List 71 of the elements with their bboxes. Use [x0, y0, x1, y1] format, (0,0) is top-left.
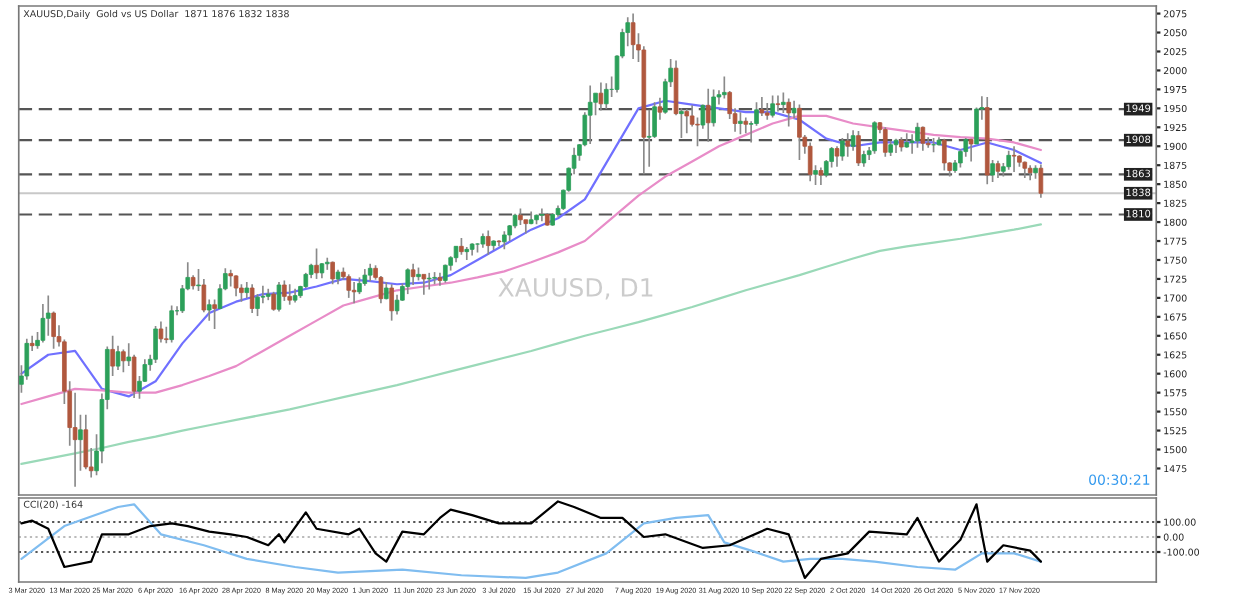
candlestick — [705, 87, 711, 143]
candlestick — [330, 260, 335, 286]
candlestick — [845, 132, 851, 158]
candlestick — [759, 96, 765, 117]
candlestick — [45, 294, 51, 337]
candlestick — [40, 303, 46, 344]
candlestick — [212, 298, 217, 330]
candlestick — [255, 293, 260, 317]
candlestick — [850, 129, 856, 152]
candlestick — [282, 279, 287, 302]
candlestick — [276, 281, 282, 313]
candlestick — [915, 121, 920, 149]
candlestick — [115, 344, 121, 371]
candlestick — [158, 320, 164, 344]
candlestick — [807, 141, 813, 182]
candlestick — [485, 229, 491, 256]
candlestick — [389, 283, 394, 322]
candlestick — [786, 97, 792, 128]
candlestick — [110, 334, 115, 377]
candlestick — [587, 84, 593, 145]
candlestick — [1006, 149, 1011, 171]
candlestick — [1011, 145, 1017, 173]
candlestick — [153, 325, 158, 364]
candlestick — [249, 283, 255, 314]
candlestick — [464, 246, 470, 261]
candlestick — [287, 283, 293, 306]
candlestick — [738, 111, 743, 135]
candlestick — [78, 413, 83, 472]
candlestick — [351, 281, 357, 305]
candlestick — [920, 125, 926, 152]
candlestick — [770, 94, 775, 119]
candlestick — [764, 102, 770, 121]
candlestick — [990, 159, 995, 183]
candlestick — [856, 130, 861, 167]
candlestick — [630, 12, 636, 60]
candlestick — [882, 126, 888, 158]
candlestick — [834, 145, 840, 168]
candlestick — [405, 267, 411, 295]
candlestick — [233, 274, 239, 298]
candlestick — [260, 284, 266, 305]
candlestick — [346, 273, 352, 299]
candlestick — [942, 137, 947, 172]
candlestick — [314, 247, 319, 280]
candlestick — [679, 107, 684, 139]
candlestick — [722, 75, 727, 100]
candlestick — [684, 108, 690, 135]
candlestick — [502, 230, 507, 251]
candlestick — [228, 268, 233, 288]
candlestick — [775, 94, 781, 113]
line-series — [20, 223, 1042, 466]
candlestick — [813, 164, 818, 186]
candlestick — [164, 325, 169, 345]
candlestick — [421, 273, 427, 296]
candlestick — [1038, 163, 1044, 199]
candlestick — [410, 262, 416, 286]
candlestick — [872, 120, 877, 155]
candlestick — [394, 294, 400, 316]
candlestick — [603, 82, 609, 110]
candlestick — [781, 91, 786, 114]
candlestick — [840, 137, 845, 162]
candlestick — [598, 81, 604, 112]
candlestick — [539, 207, 545, 223]
candlestick — [121, 348, 126, 374]
candlestick — [797, 103, 802, 161]
candlestick — [83, 413, 89, 471]
candlestick — [426, 272, 432, 291]
candlestick — [829, 146, 834, 169]
candlestick — [324, 256, 330, 271]
candlestick — [271, 290, 276, 312]
candlestick — [196, 268, 201, 292]
candlestick — [169, 304, 174, 344]
